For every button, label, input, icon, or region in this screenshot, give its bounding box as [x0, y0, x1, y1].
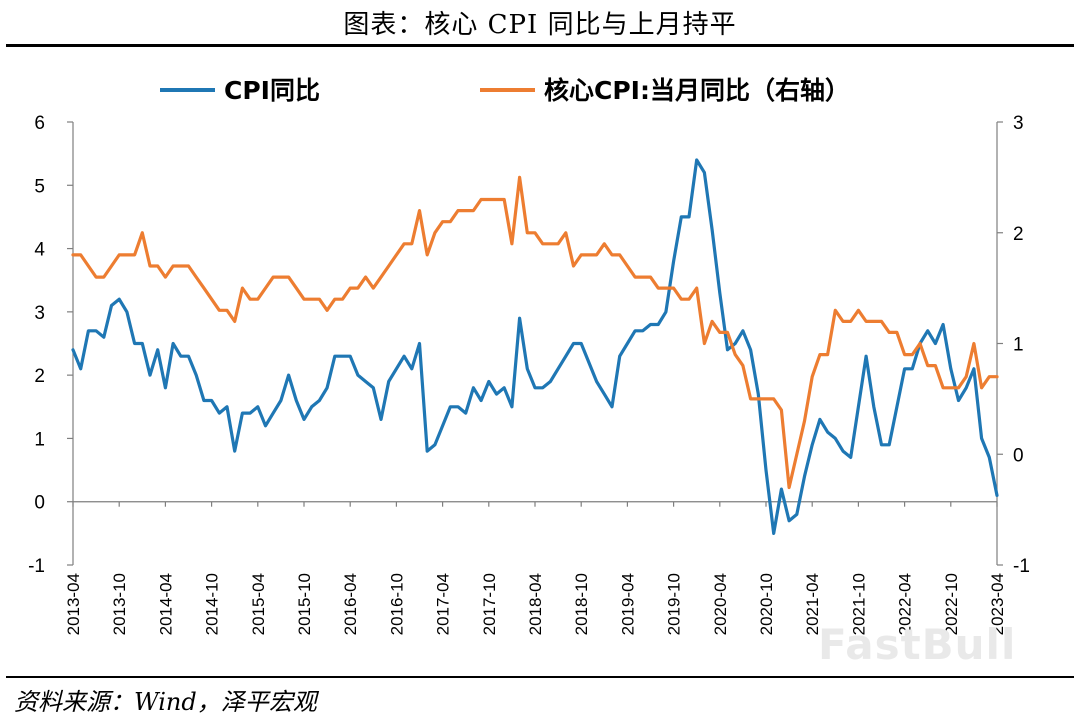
x-tick-label: 2023-04: [988, 573, 1007, 635]
x-tick-label: 2022-04: [896, 573, 915, 635]
series-line-cpi: [71, 158, 999, 536]
y-left-tick-label: 0: [34, 493, 45, 514]
x-tick-label: 2014-04: [156, 573, 175, 635]
x-tick-label: 2020-04: [711, 573, 730, 635]
y-left-tick-label: 3: [34, 303, 45, 324]
x-tick-label: 2019-04: [618, 573, 637, 635]
legend-label-cpi: CPI同比: [224, 76, 320, 105]
watermark: FastBull: [818, 620, 1017, 669]
x-tick-label: 2020-10: [757, 573, 776, 635]
y-right-tick-label: 1: [1013, 335, 1024, 356]
y-right-tick-label: 3: [1013, 113, 1024, 134]
x-tick-label: 2013-04: [64, 573, 83, 635]
y-right-tick-label: -1: [1013, 556, 1030, 577]
x-tick-label: 2021-04: [803, 573, 822, 635]
title-underline: [6, 44, 1074, 47]
x-tick-label: 2017-10: [480, 573, 499, 635]
x-tick-label: 2013-10: [110, 573, 129, 635]
chart-title: 图表：核心 CPI 同比与上月持平: [343, 10, 737, 40]
y-left-tick-label: 5: [34, 176, 45, 197]
y-left-tick-label: 6: [34, 113, 45, 134]
x-tick-label: 2022-10: [942, 573, 961, 635]
x-tick-label: 2016-10: [387, 573, 406, 635]
x-tick-label: 2015-10: [295, 573, 314, 635]
x-tick-label: 2016-04: [341, 573, 360, 635]
x-tick-label: 2018-10: [572, 573, 591, 635]
footer-rule: [6, 676, 1074, 678]
y-right-tick-label: 2: [1013, 224, 1024, 245]
legend-label-core-cpi: 核心CPI:当月同比（右轴）: [544, 76, 850, 105]
y-right-tick-label: 0: [1013, 445, 1024, 466]
y-left-tick-label: 4: [34, 240, 45, 261]
x-tick-label: 2014-10: [203, 573, 222, 635]
y-left-tick-label: 2: [34, 366, 45, 387]
x-tick-label: 2021-10: [849, 573, 868, 635]
x-tick-label: 2019-10: [665, 573, 684, 635]
x-tick-label: 2015-04: [249, 573, 268, 635]
x-tick-label: 2017-04: [434, 573, 453, 635]
x-tick-label: 2018-04: [526, 573, 545, 635]
source-note: 资料来源：Wind，泽平宏观: [14, 688, 317, 716]
y-left-tick-label: 1: [34, 429, 45, 450]
y-left-tick-label: -1: [28, 556, 45, 577]
series-line-core-cpi: [71, 175, 999, 490]
